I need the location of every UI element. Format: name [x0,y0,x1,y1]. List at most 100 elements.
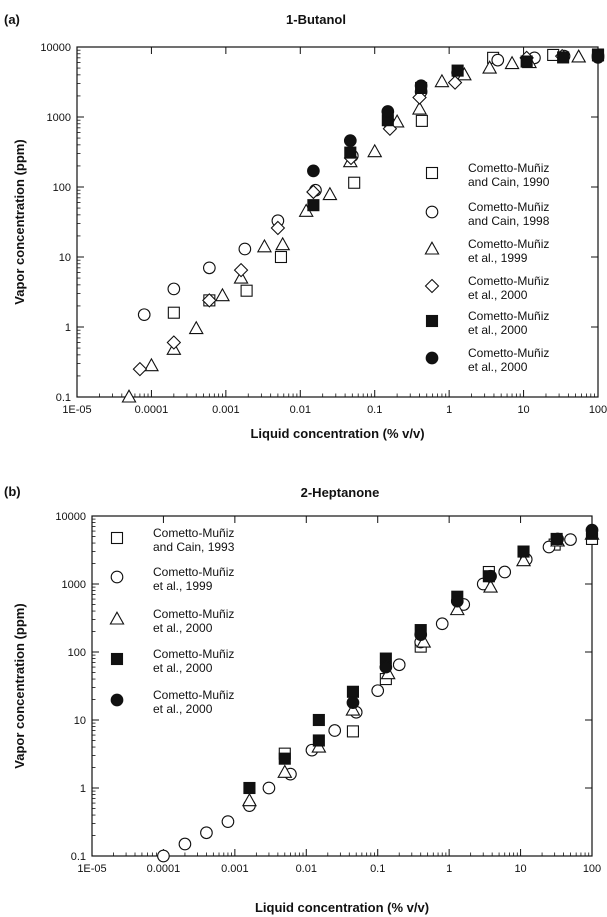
legend-marker [424,241,440,255]
legend-marker [110,652,124,666]
data-point [238,242,252,256]
legend-label: Cometto-Muñiz and Cain, 1993 [153,526,235,554]
x-tick-label: 0.001 [212,404,240,416]
data-point [520,55,533,68]
y-tick-label: 10000 [55,511,86,523]
y-tick-label: 1000 [62,579,86,591]
plot-frame [91,515,593,857]
data-point [411,101,428,115]
data-point [167,282,181,296]
data-point [557,51,570,64]
data-point [585,523,599,537]
data-point [504,55,520,70]
y-tick-label: 1 [65,322,71,334]
x-axis-label: Liquid concentration (% v/v) [250,426,424,441]
data-point [256,238,272,253]
legend-marker [110,570,124,584]
chart-title: 1-Butanol [286,12,346,27]
x-tick-label: 100 [589,404,607,416]
data-point [262,781,276,795]
data-point [564,533,577,546]
x-tick-label: 10 [517,404,529,416]
y-tick-label: 0.1 [56,392,71,404]
data-point [243,781,256,795]
legend-label: Cometto-Muñiz et al., 1999 [468,237,549,265]
legend-label: Cometto-Muñiz et al., 2000 [468,274,549,302]
data-point [346,696,360,709]
y-tick-label: 1000 [47,112,71,124]
legend-marker [425,166,439,180]
x-tick-label: 0.1 [370,863,385,875]
data-point [551,532,564,546]
series-3 [241,526,600,807]
data-point [571,49,587,63]
y-tick-label: 100 [68,647,86,659]
data-point [202,293,217,308]
data-point [344,146,357,159]
y-tick-label: 10 [59,252,71,264]
data-point [306,184,321,200]
legend: Cometto-Muñiz and Cain, 1993 Cometto-Muñiz… [109,526,235,716]
data-point [278,752,291,765]
data-point [143,357,159,372]
data-point [434,73,450,88]
data-point [167,306,180,319]
legend-label: Cometto-Muñiz et al., 1999 [153,565,234,593]
data-point [241,792,257,807]
legend-label: Cometto-Muñiz et al., 2000 [468,309,549,337]
series-1 [278,532,599,760]
legend-item: Cometto-Muñiz and Cain, 1990 [425,161,550,189]
data-point [240,284,253,297]
x-tick-label: 0.01 [290,404,311,416]
data-point [307,164,320,178]
legend-item: Cometto-Muñiz et al., 2000 [110,647,234,675]
data-point [277,764,293,778]
data-point [371,684,385,698]
legend-label: Cometto-Muñiz and Cain, 1998 [468,200,550,228]
data-point [188,320,204,335]
legend-marker [425,314,439,328]
data-point [414,79,428,93]
data-point [343,134,357,147]
legend-item: Cometto-Muñiz et al., 2000 [110,688,234,716]
data-point [491,53,505,67]
data-point [379,660,393,674]
data-point [382,121,398,137]
legend-label: Cometto-Muñiz et al., 2000 [153,607,234,635]
data-point [482,60,498,74]
data-point [221,815,235,828]
legend-item: Cometto-Muñiz et al., 2000 [424,274,549,302]
data-point [307,199,320,212]
data-point [200,826,213,840]
x-tick-label: 0.1 [367,404,382,416]
legend-marker [110,531,124,545]
data-point [591,51,605,64]
data-point [435,617,449,631]
panel-label: (a) [4,12,20,27]
data-point [381,105,395,118]
data-point [178,837,192,851]
legend-item: Cometto-Muñiz et al., 2000 [425,309,549,337]
data-point [274,250,288,264]
legend-label: Cometto-Muñiz et al., 2000 [468,346,549,374]
legend-item: Cometto-Muñiz et al., 1999 [110,565,234,593]
legend-marker [109,611,125,625]
x-tick-label: 1E-05 [77,863,106,875]
legend-marker [425,205,439,219]
panel-label: (b) [4,484,21,499]
x-tick-label: 0.0001 [135,404,169,416]
data-point [270,220,286,236]
chart-title: 2-Heptanone [301,485,380,500]
data-point [367,143,383,158]
data-point [484,569,497,583]
data-point [275,236,291,251]
legend-item: Cometto-Muñiz et al., 1999 [424,237,549,265]
data-point [121,389,137,403]
data-point [157,849,170,863]
legend-marker [425,351,439,365]
data-point [449,601,465,616]
legend-item: Cometto-Muñiz et al., 2000 [109,607,234,635]
data-point [312,734,325,747]
